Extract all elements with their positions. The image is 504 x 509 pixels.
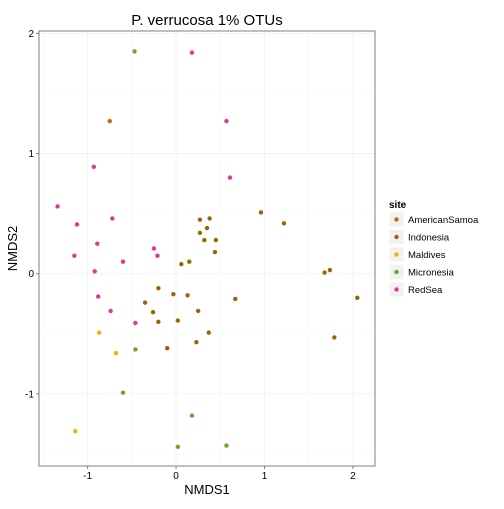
data-point bbox=[212, 249, 218, 255]
y-tick-label: -1 bbox=[25, 389, 34, 400]
data-point bbox=[73, 428, 78, 434]
data-point bbox=[187, 259, 192, 264]
data-point bbox=[355, 295, 360, 300]
legend-key-marker bbox=[394, 269, 399, 275]
data-point bbox=[189, 50, 195, 55]
data-point bbox=[327, 267, 333, 273]
data-point bbox=[224, 118, 229, 124]
axes-group: -1 0 1 2 -1 0 1 2 bbox=[25, 29, 376, 482]
legend-key-marker bbox=[394, 287, 399, 292]
data-point bbox=[72, 253, 77, 258]
data-point bbox=[195, 308, 201, 314]
legend-title: site bbox=[389, 200, 407, 211]
legend-entry-label: RedSea bbox=[408, 285, 443, 296]
data-point bbox=[132, 49, 137, 54]
legend-group: AmericanSamoa Indonesia Maldives Micronesia… bbox=[388, 211, 479, 298]
data-point bbox=[175, 444, 181, 449]
data-point bbox=[92, 269, 97, 274]
data-point bbox=[204, 225, 210, 231]
x-axis-title: NMDS1 bbox=[184, 482, 230, 497]
data-point bbox=[108, 308, 113, 314]
legend-entry-label: Maldives bbox=[408, 250, 446, 261]
y-tick-label: 2 bbox=[28, 29, 34, 40]
chart-title: P. verrucosa 1% OTUs bbox=[131, 12, 282, 29]
grid-group bbox=[39, 31, 375, 466]
data-point bbox=[165, 346, 170, 351]
plot-panel bbox=[39, 31, 375, 466]
data-point bbox=[110, 216, 115, 221]
data-point bbox=[155, 253, 160, 258]
y-tick-label: 1 bbox=[28, 149, 34, 160]
data-point bbox=[133, 347, 138, 352]
data-point bbox=[224, 443, 229, 448]
data-point bbox=[233, 296, 238, 302]
legend-entry-label: AmericanSamoa bbox=[408, 215, 479, 226]
x-tick-label: 2 bbox=[350, 471, 356, 482]
plot-border bbox=[38, 30, 376, 467]
data-point bbox=[95, 241, 100, 246]
data-point bbox=[197, 230, 203, 236]
y-tick-label: 0 bbox=[28, 269, 34, 280]
y-axis-title: NMDS2 bbox=[5, 226, 20, 272]
data-point bbox=[91, 164, 97, 169]
legend-key-marker bbox=[394, 217, 399, 222]
data-point bbox=[107, 118, 112, 124]
data-point bbox=[133, 320, 138, 326]
data-point bbox=[189, 413, 195, 418]
data-point bbox=[281, 221, 287, 226]
data-point bbox=[74, 222, 80, 227]
data-point bbox=[185, 293, 190, 298]
legend-entry-label: Indonesia bbox=[408, 233, 450, 244]
data-point bbox=[258, 210, 264, 215]
data-point bbox=[150, 309, 156, 315]
data-point bbox=[179, 261, 184, 267]
data-point bbox=[156, 285, 161, 291]
data-point bbox=[213, 237, 219, 243]
x-tick-label: -1 bbox=[83, 471, 92, 482]
legend-key-marker bbox=[394, 234, 399, 240]
data-point bbox=[322, 270, 327, 275]
x-tick-label: 1 bbox=[262, 471, 268, 482]
points-group bbox=[55, 49, 360, 449]
data-point bbox=[151, 246, 157, 251]
data-point bbox=[171, 291, 176, 297]
data-point bbox=[197, 217, 203, 222]
data-point bbox=[332, 335, 337, 340]
x-tick-label: 0 bbox=[173, 471, 179, 482]
data-point bbox=[227, 175, 233, 180]
data-point bbox=[120, 390, 126, 395]
data-point bbox=[206, 330, 211, 335]
data-point bbox=[120, 259, 126, 264]
legend-entry-label: Micronesia bbox=[408, 268, 455, 279]
data-point bbox=[113, 350, 119, 356]
legend-key-marker bbox=[394, 252, 399, 257]
data-point bbox=[194, 340, 199, 345]
data-point bbox=[96, 294, 101, 299]
data-point bbox=[202, 237, 207, 243]
data-point bbox=[96, 330, 102, 335]
data-point bbox=[142, 300, 148, 305]
data-point bbox=[55, 204, 60, 209]
data-point bbox=[207, 216, 212, 221]
data-point bbox=[175, 318, 181, 323]
data-point bbox=[156, 319, 161, 325]
